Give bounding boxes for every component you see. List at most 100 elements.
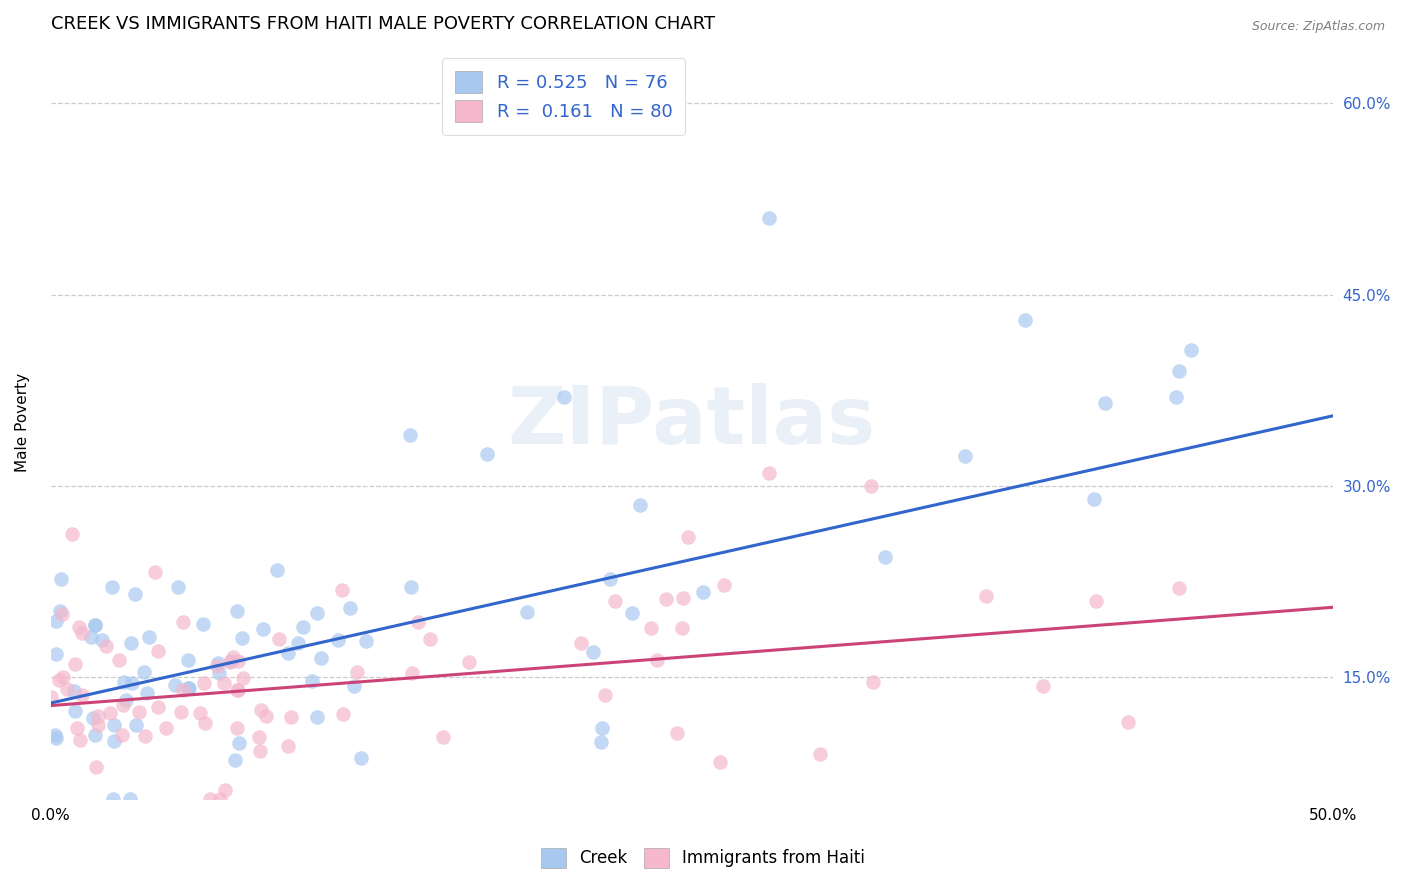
Point [1085, 593, 1108, 607]
Point [48, 673, 70, 688]
Point [45, 647, 67, 661]
Point [1083, 492, 1105, 507]
Point [208, 791, 231, 805]
Point [247, 731, 270, 745]
Point [758, 467, 780, 481]
Point [225, 682, 247, 697]
Point [226, 721, 249, 735]
Point [620, 606, 643, 620]
Point [356, 634, 378, 648]
Point [134, 665, 156, 679]
Point [605, 594, 627, 608]
Point [401, 665, 423, 680]
Point [709, 755, 731, 769]
Point [808, 747, 831, 761]
Point [640, 621, 662, 635]
Point [595, 688, 617, 702]
Point [45, 731, 67, 746]
Point [101, 791, 124, 805]
Point [83, 727, 105, 741]
Point [198, 791, 221, 805]
Point [70, 625, 93, 640]
Point [419, 632, 441, 647]
Point [66, 721, 89, 735]
Point [860, 479, 883, 493]
Point [103, 718, 125, 732]
Point [250, 703, 273, 717]
Point [599, 572, 621, 586]
Point [713, 578, 735, 592]
Point [120, 791, 142, 805]
Point [569, 636, 592, 650]
Point [83, 617, 105, 632]
Point [974, 589, 997, 603]
Point [232, 671, 254, 685]
Point [98, 706, 121, 720]
Point [628, 498, 651, 512]
Point [167, 580, 190, 594]
Point [332, 707, 354, 722]
Point [146, 700, 169, 714]
Point [1032, 679, 1054, 693]
Point [177, 653, 200, 667]
Point [516, 605, 538, 619]
Point [1180, 343, 1202, 357]
Point [399, 580, 422, 594]
Point [121, 676, 143, 690]
Point [475, 447, 498, 461]
Point [1014, 313, 1036, 327]
Point [676, 530, 699, 544]
Point [1168, 364, 1191, 378]
Point [343, 679, 366, 693]
Point [114, 693, 136, 707]
Point [87, 709, 110, 723]
Legend: R = 0.525   N = 76, R =  0.161   N = 80: R = 0.525 N = 76, R = 0.161 N = 80 [443, 59, 685, 135]
Point [224, 753, 246, 767]
Point [953, 449, 976, 463]
Point [177, 681, 200, 696]
Text: Source: ZipAtlas.com: Source: ZipAtlas.com [1251, 20, 1385, 33]
Point [65, 657, 87, 671]
Point [672, 591, 695, 606]
Point [205, 658, 228, 673]
Point [135, 686, 157, 700]
Point [69, 733, 91, 747]
Y-axis label: Male Poverty: Male Poverty [15, 373, 30, 472]
Point [193, 675, 215, 690]
Point [1166, 391, 1188, 405]
Point [111, 728, 134, 742]
Point [277, 739, 299, 753]
Point [553, 390, 575, 404]
Point [177, 681, 200, 695]
Point [226, 654, 249, 668]
Point [191, 617, 214, 632]
Point [120, 636, 142, 650]
Point [231, 632, 253, 646]
Point [582, 644, 605, 658]
Point [592, 722, 614, 736]
Point [45, 615, 67, 629]
Point [225, 604, 247, 618]
Point [108, 653, 131, 667]
Point [86, 718, 108, 732]
Text: ZIPatlas: ZIPatlas [508, 384, 876, 461]
Point [406, 615, 429, 630]
Point [63, 684, 86, 698]
Point [44, 728, 66, 742]
Point [84, 617, 107, 632]
Point [49, 604, 72, 618]
Point [305, 709, 328, 723]
Point [125, 718, 148, 732]
Point [84, 759, 107, 773]
Point [280, 710, 302, 724]
Point [101, 580, 124, 594]
Point [56, 681, 79, 696]
Point [875, 550, 897, 565]
Point [214, 676, 236, 690]
Point [143, 565, 166, 579]
Point [134, 729, 156, 743]
Point [254, 709, 277, 723]
Point [862, 675, 884, 690]
Point [70, 688, 93, 702]
Point [188, 706, 211, 721]
